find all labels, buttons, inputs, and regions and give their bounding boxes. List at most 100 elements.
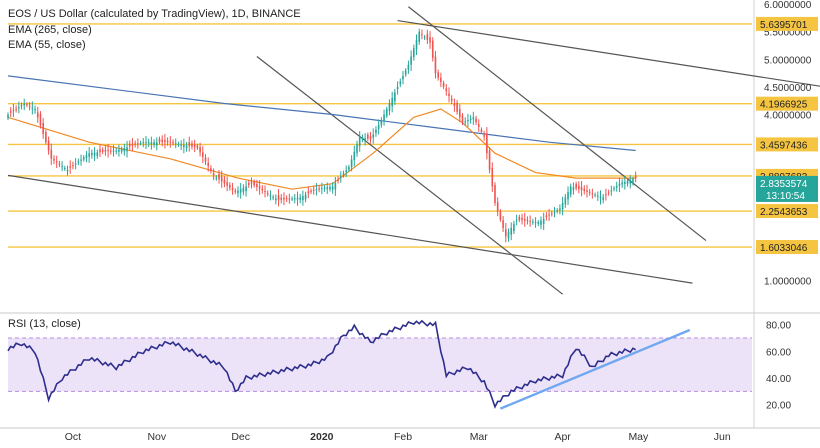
candle: [109, 147, 112, 155]
candle-body: [18, 107, 20, 109]
candle-body: [42, 122, 44, 134]
candle-body: [518, 216, 521, 220]
candle-body: [521, 217, 523, 221]
candle-body: [458, 109, 461, 118]
candle: [445, 84, 448, 96]
candle: [207, 157, 210, 172]
candle-body: [234, 190, 237, 192]
candle-body: [564, 197, 567, 205]
candle-body: [145, 142, 147, 144]
candle-body: [415, 39, 418, 50]
candle: [299, 193, 302, 204]
candle: [537, 220, 540, 227]
rsi-tick-label: 60.00: [766, 347, 791, 358]
candle-body: [307, 191, 310, 194]
candle: [586, 184, 588, 198]
candle-body: [250, 182, 253, 184]
candle-body: [540, 220, 542, 225]
candle: [120, 146, 123, 154]
candle-body: [578, 185, 580, 190]
candle-body: [369, 136, 372, 140]
candle: [45, 129, 47, 145]
ema-short-legend: EMA (55, close): [8, 39, 86, 51]
candle-body: [621, 182, 623, 185]
candle-body: [7, 114, 9, 118]
ema-55-line: [7, 108, 636, 190]
candle-body: [188, 142, 191, 147]
candle-body: [115, 150, 118, 152]
candle: [510, 222, 513, 241]
candle-body: [155, 142, 158, 146]
candle-body: [356, 144, 358, 154]
candle-body: [488, 150, 491, 170]
candle: [183, 138, 185, 154]
rsi-axis: 80.00 60.00 40.00 20.00: [766, 321, 791, 412]
candle: [610, 185, 613, 196]
candle: [85, 151, 88, 163]
candle: [615, 181, 618, 192]
level-label: 3.4597436: [760, 140, 808, 151]
candle: [480, 127, 483, 135]
candle-body: [207, 162, 210, 167]
candle-body: [245, 186, 247, 192]
candle: [118, 144, 120, 157]
candle-body: [58, 163, 61, 165]
candle: [345, 165, 347, 178]
candle-body: [77, 161, 80, 163]
candle-body: [372, 134, 375, 138]
candle: [147, 138, 150, 148]
candle: [39, 111, 42, 129]
candle: [564, 193, 567, 208]
candle-body: [285, 198, 288, 200]
candle-body: [513, 223, 515, 232]
candle: [188, 136, 191, 152]
candle: [634, 171, 637, 183]
candle: [521, 213, 523, 225]
candle-body: [147, 142, 150, 144]
candle-body: [569, 186, 572, 195]
candle: [180, 140, 182, 151]
candle-body: [269, 195, 272, 197]
candle: [618, 177, 621, 193]
candle: [588, 189, 591, 196]
level-label-bg: [756, 240, 818, 255]
candle: [23, 98, 26, 111]
candle-body: [164, 140, 166, 143]
candle: [196, 143, 199, 150]
candle: [101, 147, 104, 155]
candle-body: [383, 114, 385, 121]
candle-body: [388, 103, 391, 112]
candle-body: [429, 37, 431, 43]
chart-title: EOS / US Dollar (calculated by TradingVi…: [8, 8, 301, 20]
time-tick-label: Mar: [470, 431, 489, 443]
candle: [174, 138, 177, 149]
candle-body: [523, 218, 526, 221]
candle-body: [107, 150, 109, 152]
candle: [372, 128, 375, 144]
candle-body: [491, 167, 494, 187]
candle: [326, 182, 329, 194]
candle: [191, 140, 193, 150]
candle: [72, 161, 74, 170]
candle: [442, 80, 445, 90]
candle: [288, 193, 291, 204]
candle: [318, 184, 320, 193]
candle: [394, 88, 396, 105]
candle: [69, 160, 72, 174]
candle-body: [469, 118, 472, 121]
candle: [456, 100, 458, 115]
price-tick-label: 1.0000000: [764, 276, 812, 287]
candle: [242, 184, 245, 196]
candle: [534, 217, 537, 228]
candle: [277, 189, 280, 207]
trendline-0: [7, 174, 693, 284]
candle: [31, 101, 34, 115]
candle-body: [358, 136, 361, 147]
candle-body: [272, 196, 274, 198]
candle-body: [423, 37, 426, 39]
candle: [310, 188, 312, 195]
candle-body: [321, 188, 323, 190]
candle: [494, 182, 496, 206]
candle-body: [326, 187, 329, 190]
